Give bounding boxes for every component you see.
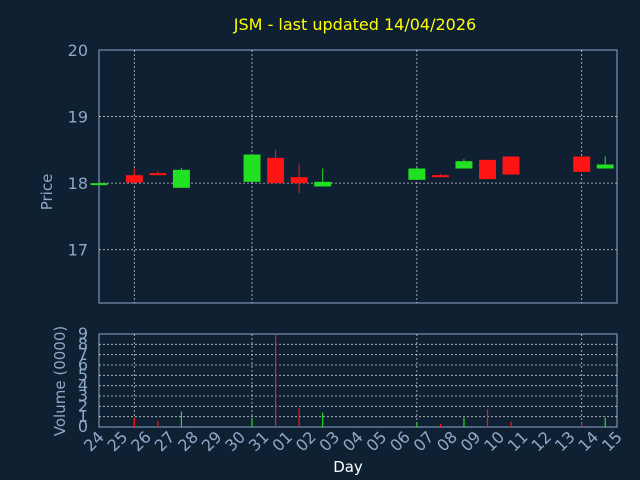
volume-y-tick-label: 0 xyxy=(78,417,88,436)
volume-grid xyxy=(99,334,617,427)
candle-body xyxy=(479,159,496,180)
candle-body xyxy=(149,173,167,176)
volume-y-tick-label: 9 xyxy=(78,324,88,343)
volume-y-tick-label: 7 xyxy=(78,345,88,364)
volume-bars xyxy=(133,334,606,427)
chart-title: JSM - last updated 14/04/2026 xyxy=(233,15,476,34)
candle-body xyxy=(90,183,108,186)
candle-body xyxy=(455,161,473,169)
candle-body xyxy=(172,169,190,188)
price-y-tick-label: 17 xyxy=(68,241,88,260)
candle-body xyxy=(290,177,308,184)
candle-body xyxy=(267,157,285,184)
candle-body xyxy=(408,168,426,180)
volume-y-tick-label: 3 xyxy=(78,386,88,405)
candle-body xyxy=(502,156,520,175)
candle-body xyxy=(243,154,261,182)
volume-y-tick-label: 4 xyxy=(78,376,88,395)
volume-y-axis-label: Volume (0000) xyxy=(51,326,69,436)
candle-body xyxy=(573,156,591,172)
price-y-ticks: 20 19 18 17 xyxy=(68,41,88,260)
volume-y-tick-label: 6 xyxy=(78,355,88,374)
price-y-tick-label: 20 xyxy=(68,41,88,60)
candle-body xyxy=(125,175,143,183)
candle-body xyxy=(596,164,614,169)
price-y-tick-label: 18 xyxy=(68,174,88,193)
candles xyxy=(90,149,614,194)
volume-y-tick-label: 2 xyxy=(78,396,88,415)
volume-plot-frame xyxy=(98,333,618,428)
candle-body xyxy=(431,175,449,178)
volume-y-tick-label: 8 xyxy=(78,334,88,353)
x-axis-label: Day xyxy=(333,458,363,476)
x-tick-labels: 2425262728293031010203040506070809101112… xyxy=(80,427,626,455)
x-tick-label: 15 xyxy=(598,427,626,455)
volume-y-tick-label: 1 xyxy=(78,407,88,426)
candle-body xyxy=(314,181,332,187)
volume-y-tick-label: 5 xyxy=(78,365,88,384)
price-panel: 20 19 18 17 Price xyxy=(38,41,618,304)
price-plot-frame xyxy=(98,49,618,304)
price-y-tick-label: 19 xyxy=(68,108,88,127)
price-y-axis-label: Price xyxy=(38,174,56,211)
